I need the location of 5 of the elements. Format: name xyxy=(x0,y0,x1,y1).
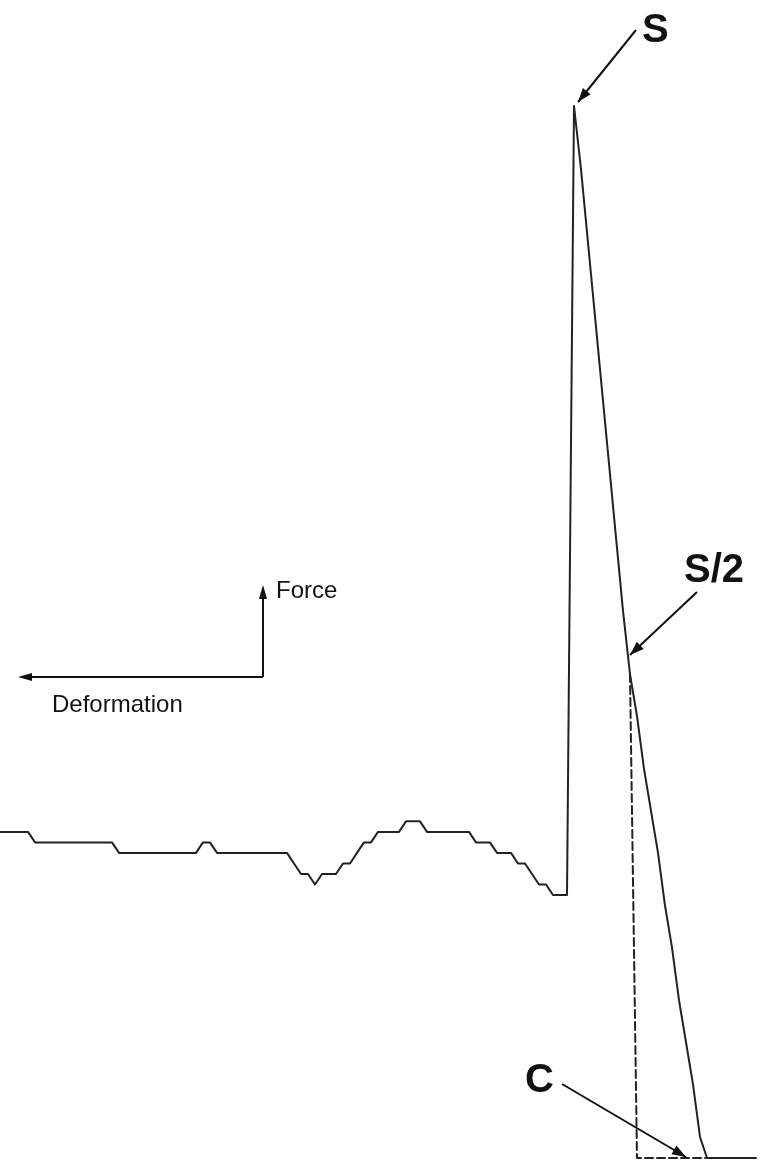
x-axis-title: Deformation xyxy=(52,690,183,718)
annotation: S/2 xyxy=(684,546,745,590)
text: S xyxy=(642,6,669,50)
annotation: C xyxy=(525,1056,554,1100)
y-axis-title: Force xyxy=(276,576,338,604)
